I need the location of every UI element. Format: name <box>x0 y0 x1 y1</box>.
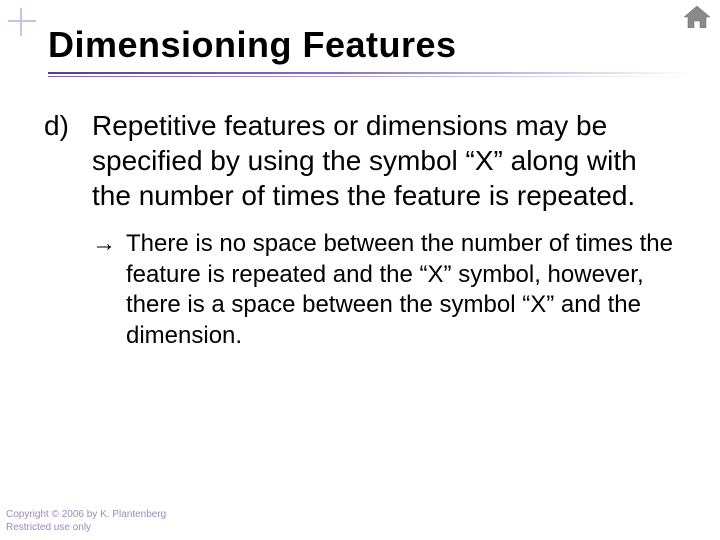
slide-title: Dimensioning Features <box>48 24 690 72</box>
list-text: Repetitive features or dimensions may be… <box>92 108 680 213</box>
slide-body: d) Repetitive features or dimensions may… <box>44 108 680 352</box>
copyright-line-2: Restricted use only <box>6 522 166 535</box>
list-item: d) Repetitive features or dimensions may… <box>44 108 680 213</box>
copyright-footer: Copyright © 2006 by K. Plantenberg Restr… <box>6 509 166 534</box>
corner-decoration-top-left <box>8 8 36 36</box>
title-underline <box>48 72 690 78</box>
slide: Dimensioning Features d) Repetitive feat… <box>0 0 720 540</box>
title-block: Dimensioning Features <box>48 24 690 78</box>
copyright-line-1: Copyright © 2006 by K. Plantenberg <box>6 509 166 522</box>
sublist-item: → There is no space between the number o… <box>92 229 680 352</box>
list-marker: d) <box>44 108 80 143</box>
arrow-icon: → <box>92 229 116 260</box>
sublist-text: There is no space between the number of … <box>126 229 680 352</box>
